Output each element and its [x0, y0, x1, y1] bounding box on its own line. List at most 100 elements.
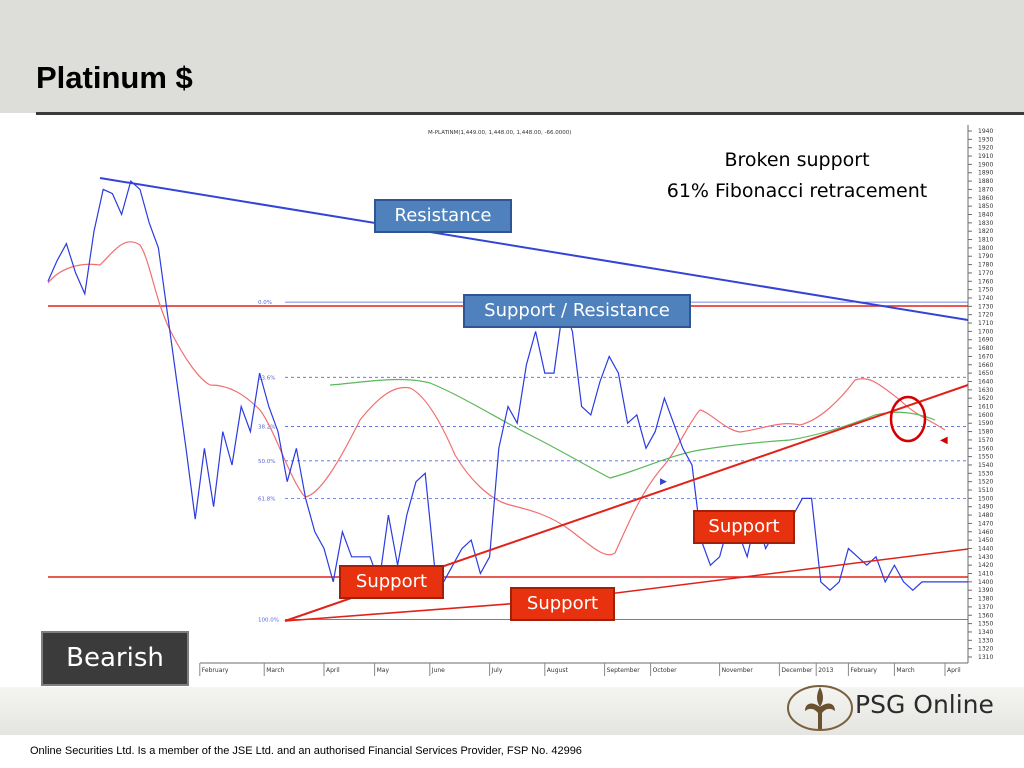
chart-series-header: M-PLATINM(1,449.00, 1,448.00, 1,448.00, … — [428, 130, 571, 136]
x-tick-label: April — [326, 667, 340, 674]
price-series-line — [47, 180, 968, 592]
x-tick-label: March — [266, 667, 284, 674]
y-tick-label: 1880 — [978, 178, 993, 185]
y-tick-label: 1480 — [978, 512, 993, 519]
y-tick-label: 1490 — [978, 504, 993, 511]
y-tick-label: 1800 — [978, 245, 993, 252]
y-tick-label: 1380 — [978, 596, 993, 603]
support-label-right: Support — [693, 510, 795, 544]
x-tick-label: April — [947, 667, 961, 674]
y-tick-label: 1640 — [978, 378, 993, 385]
y-tick-label: 1850 — [978, 203, 993, 210]
bull-marker-icon: ▶ — [660, 477, 667, 487]
y-tick-label: 1830 — [978, 220, 993, 227]
y-tick-label: 1650 — [978, 370, 993, 377]
fib-level-label: 38.2% — [258, 425, 275, 431]
y-tick-label: 1540 — [978, 462, 993, 469]
footer-band — [0, 687, 1024, 735]
y-tick-label: 1820 — [978, 228, 993, 235]
y-tick-label: 1740 — [978, 295, 993, 302]
y-tick-label: 1430 — [978, 554, 993, 561]
y-tick-label: 1760 — [978, 278, 993, 285]
moving-average-long — [329, 378, 936, 479]
y-tick-label: 1840 — [978, 211, 993, 218]
y-tick-label: 1780 — [978, 262, 993, 269]
y-tick-label: 1330 — [978, 637, 993, 644]
x-tick-label: July — [491, 667, 503, 674]
x-tick-label: November — [722, 667, 754, 674]
y-tick-label: 1530 — [978, 470, 993, 477]
y-tick-label: 1730 — [978, 303, 993, 310]
x-tick-label: September — [607, 667, 641, 674]
y-tick-label: 1520 — [978, 479, 993, 486]
x-tick-label: March — [896, 667, 914, 674]
y-tick-label: 1360 — [978, 612, 993, 619]
resistance-label: Resistance — [374, 199, 512, 233]
resistance-trendline — [99, 177, 969, 321]
y-tick-label: 1710 — [978, 320, 993, 327]
slide-header — [0, 0, 1024, 113]
support-trendline-shallow — [559, 548, 969, 601]
y-tick-label: 1700 — [978, 328, 993, 335]
y-tick-label: 1590 — [978, 420, 993, 427]
y-tick-label: 1600 — [978, 412, 993, 419]
x-tick-label: May — [377, 667, 390, 674]
y-tick-label: 1900 — [978, 161, 993, 168]
y-tick-label: 1500 — [978, 495, 993, 502]
fib-level-label: 23.6% — [258, 375, 275, 381]
y-tick-label: 1420 — [978, 562, 993, 569]
y-tick-label: 1400 — [978, 579, 993, 586]
psg-logo-icon — [787, 685, 853, 731]
y-tick-label: 1560 — [978, 445, 993, 452]
header-divider — [36, 112, 1024, 115]
y-tick-label: 1610 — [978, 404, 993, 411]
y-tick-label: 1690 — [978, 337, 993, 344]
y-tick-label: 1670 — [978, 353, 993, 360]
bearish-badge: Bearish — [41, 631, 189, 686]
x-tick-label: February — [850, 667, 877, 674]
x-tick-label: August — [547, 667, 569, 674]
fibonacci-note: 61% Fibonacci retracement — [666, 180, 928, 202]
y-tick-label: 1470 — [978, 520, 993, 527]
y-tick-label: 1680 — [978, 345, 993, 352]
y-tick-label: 1510 — [978, 487, 993, 494]
fib-level-label: 0.0% — [258, 300, 272, 306]
y-tick-label: 1620 — [978, 395, 993, 402]
y-tick-label: 1390 — [978, 587, 993, 594]
y-tick-label: 1570 — [978, 437, 993, 444]
footer-disclaimer: Online Securities Ltd. Is a member of th… — [30, 745, 582, 757]
y-tick-label: 1870 — [978, 186, 993, 193]
y-tick-label: 1440 — [978, 545, 993, 552]
page-title: Platinum $ — [36, 60, 193, 95]
y-tick-label: 1890 — [978, 170, 993, 177]
y-tick-label: 1910 — [978, 153, 993, 160]
y-tick-label: 1720 — [978, 312, 993, 319]
support-label-left: Support — [339, 565, 444, 599]
x-tick-label: February — [202, 667, 229, 674]
moving-average-short — [47, 241, 946, 556]
broken-support-note: Broken support — [724, 149, 870, 171]
support-resistance-label: Support / Resistance — [463, 294, 691, 328]
y-tick-label: 1460 — [978, 529, 993, 536]
y-tick-label: 1580 — [978, 429, 993, 436]
y-tick-label: 1350 — [978, 621, 993, 628]
y-tick-label: 1340 — [978, 629, 993, 636]
y-tick-label: 1320 — [978, 646, 993, 653]
fib-level-label: 61.8% — [258, 496, 275, 502]
support-label-bottom: Support — [510, 587, 615, 621]
y-tick-label: 1750 — [978, 287, 993, 294]
y-tick-label: 1770 — [978, 270, 993, 277]
y-tick-label: 1930 — [978, 136, 993, 143]
fib-level-label: 50.0% — [258, 459, 275, 465]
y-tick-label: 1810 — [978, 237, 993, 244]
x-axis-ticks: NovemberDecember2012FebruaryMarchAprilMa… — [65, 663, 961, 676]
y-tick-label: 1370 — [978, 604, 993, 611]
y-tick-label: 1920 — [978, 145, 993, 152]
x-tick-label: June — [431, 667, 445, 674]
x-tick-label: October — [653, 667, 678, 674]
y-tick-label: 1940 — [978, 128, 993, 135]
y-tick-label: 1450 — [978, 537, 993, 544]
x-tick-label: December — [781, 667, 813, 674]
fib-level-label: 100.0% — [258, 617, 279, 623]
